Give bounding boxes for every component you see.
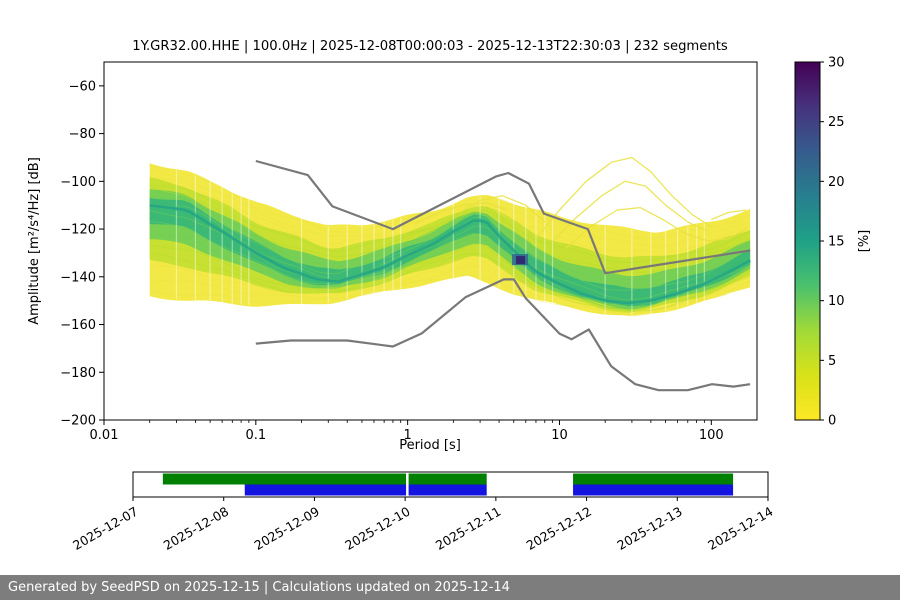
ppsd-texture-curve — [149, 196, 751, 291]
ppsd-texture-curve — [149, 251, 751, 312]
colorbar-gradient — [794, 61, 821, 421]
ppsd-core-line — [149, 203, 751, 305]
timeline-blue-segment — [408, 484, 487, 496]
colorbar-tick-label: 5 — [828, 354, 836, 369]
x-tick-label: 100 — [699, 428, 724, 443]
date-label: 2025-12-08 — [161, 504, 231, 553]
y-tick-label: −160 — [60, 318, 96, 333]
y-tick-label: −80 — [69, 127, 96, 142]
ppsd-texture-curve — [149, 168, 751, 248]
ppsd-texture-curve — [149, 186, 751, 274]
y-tick-label: −60 — [69, 79, 96, 94]
colorbar-tick-label: 30 — [828, 56, 845, 71]
ppsd-cloud — [149, 156, 752, 317]
colorbar-tick-label: 25 — [828, 115, 845, 130]
date-label: 2025-12-09 — [252, 504, 322, 553]
y-tick-label: −140 — [60, 270, 96, 285]
date-label: 2025-12-11 — [433, 504, 503, 553]
colorbar-tick-label: 20 — [828, 175, 845, 190]
date-label: 2025-12-13 — [614, 504, 684, 553]
timeline-green-segment — [573, 473, 734, 485]
y-tick-label: −100 — [60, 175, 96, 190]
colorbar-tick-label: 0 — [828, 414, 836, 429]
footer-status-bar: Generated by SeedPSD on 2025-12-15 | Cal… — [0, 575, 900, 600]
plot-border — [103, 61, 758, 421]
ppsd-texture-curve — [149, 164, 751, 240]
ppsd-texture-curve — [149, 243, 751, 313]
ppsd-hotspot — [516, 256, 526, 265]
ppsd-texture-curve — [149, 274, 751, 317]
timeline-green-segment — [162, 473, 407, 485]
timeline-blue-segment — [573, 484, 734, 496]
date-label: 2025-12-07 — [70, 504, 140, 553]
y-axis-label: Amplitude [m²/s⁴/Hz] [dB] — [27, 157, 42, 325]
ppsd-texture-curve — [149, 257, 751, 312]
date-label: 2025-12-12 — [524, 504, 594, 553]
x-tick-label: 10 — [551, 428, 568, 443]
colorbar-label: [%] — [857, 230, 872, 253]
ppsd-outlier-curve — [711, 209, 747, 221]
ppsd-outlier-curve — [565, 206, 747, 249]
y-tick-label: −120 — [60, 223, 96, 238]
colorbar: 0 5 10 15 20 25 30 — [794, 56, 845, 429]
ppsd-outlier-curve — [552, 180, 709, 242]
nlnm-line — [255, 278, 751, 392]
y-tick-label: −200 — [60, 414, 96, 429]
chart-title: 1Y.GR32.00.HHE | 100.0Hz | 2025-12-08T00… — [132, 39, 728, 54]
ppsd-texture-curve — [149, 183, 751, 264]
plot-axes: 0.01 0.1 1 10 100 −60 −80 −100 −120 −140 −160 −180 −… — [60, 61, 758, 443]
timeline-green-segment — [408, 473, 487, 485]
timeline-blue-segment — [244, 484, 407, 496]
colorbar-tick-label: 15 — [828, 235, 845, 250]
ppsd-outlier-curve — [413, 202, 507, 225]
x-tick-label: 0.1 — [245, 428, 266, 443]
coverage-timeline: 2025-12-07 2025-12-08 2025-12-09 2025-12-10… — [70, 471, 776, 553]
y-tick-label: −180 — [60, 366, 96, 381]
nhnm-line — [255, 159, 751, 275]
colorbar-tick-label: 10 — [828, 294, 845, 309]
date-label: 2025-12-10 — [342, 504, 412, 553]
x-tick-label: 0.01 — [90, 428, 119, 443]
date-label: 2025-12-14 — [705, 504, 775, 553]
figure-canvas: 1Y.GR32.00.HHE | 100.0Hz | 2025-12-08T00… — [27, 39, 872, 553]
x-tick-label: 1 — [404, 428, 412, 443]
x-axis-label: Period [s] — [399, 438, 461, 453]
ppsd-texture-curve — [149, 176, 751, 252]
ppsd-outlier-curve — [535, 156, 712, 240]
ppsd-density-layer — [149, 198, 751, 307]
